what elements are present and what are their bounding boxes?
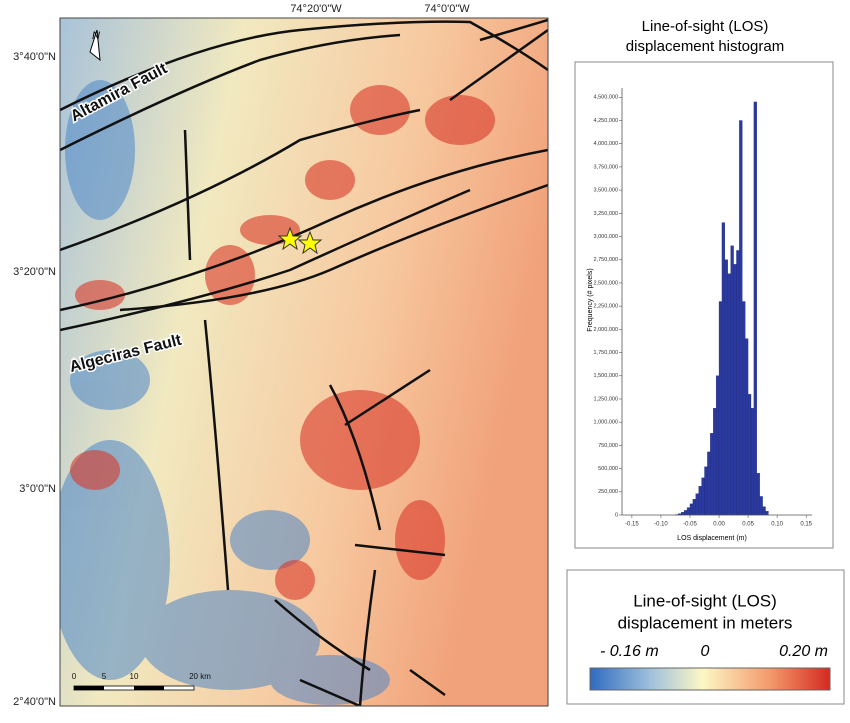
y-axis-label: Frequency (# pixels) bbox=[587, 268, 594, 331]
y-tick-label: 1,000,000 bbox=[594, 420, 618, 426]
y-tick-label: 4,250,000 bbox=[594, 118, 618, 124]
lon-label: 74°0'0"W bbox=[424, 3, 470, 15]
bar bbox=[713, 408, 716, 515]
x-tick-label: -0.10 bbox=[654, 522, 668, 528]
bar bbox=[696, 494, 699, 515]
bar bbox=[754, 102, 757, 515]
bar bbox=[739, 120, 742, 515]
bar bbox=[745, 339, 748, 515]
y-tick-label: 3,500,000 bbox=[594, 188, 618, 194]
legend-max: 0.20 m bbox=[779, 643, 828, 660]
legend-min: - 0.16 m bbox=[600, 643, 659, 660]
north-label: N bbox=[92, 30, 100, 42]
x-tick-label: 0.00 bbox=[713, 522, 725, 528]
bar bbox=[690, 504, 693, 515]
bar bbox=[702, 478, 705, 515]
bar bbox=[731, 246, 734, 515]
lon-label: 74°20'0"W bbox=[290, 3, 342, 15]
histogram-title: Line-of-sight (LOS) bbox=[642, 18, 769, 35]
y-tick-label: 3,750,000 bbox=[594, 164, 618, 170]
scale-label: 5 bbox=[102, 672, 107, 681]
bar bbox=[742, 302, 745, 516]
y-tick-label: 3,000,000 bbox=[594, 234, 618, 240]
scale-label: 20 km bbox=[189, 672, 211, 681]
bar bbox=[716, 376, 719, 515]
x-tick-label: 0.10 bbox=[771, 522, 783, 528]
histogram-title: displacement histogram bbox=[626, 38, 784, 55]
x-tick-label: -0.05 bbox=[683, 522, 697, 528]
bar bbox=[687, 508, 690, 515]
x-tick-label: -0.15 bbox=[625, 522, 639, 528]
lat-label: 3°40'0"N bbox=[13, 51, 56, 63]
bar bbox=[757, 473, 760, 515]
scale-label: 10 bbox=[130, 672, 139, 681]
y-tick-label: 1,750,000 bbox=[594, 350, 618, 356]
x-axis-label: LOS displacement (m) bbox=[677, 535, 747, 542]
bar bbox=[719, 302, 722, 516]
y-tick-label: 2,750,000 bbox=[594, 257, 618, 263]
x-tick-label: 0.05 bbox=[742, 522, 754, 528]
bar bbox=[681, 512, 684, 515]
lat-label: 3°20'0"N bbox=[13, 266, 56, 278]
y-tick-label: 250,000 bbox=[598, 489, 618, 495]
bar bbox=[710, 433, 713, 515]
y-tick-label: 0 bbox=[615, 512, 618, 518]
bar bbox=[728, 274, 731, 515]
y-tick-label: 2,000,000 bbox=[594, 327, 618, 333]
y-tick-label: 750,000 bbox=[598, 443, 618, 449]
bar bbox=[707, 452, 710, 515]
scale-bar bbox=[74, 686, 194, 690]
bar bbox=[684, 510, 687, 515]
lat-label: 2°40'0"N bbox=[13, 696, 56, 708]
bar bbox=[766, 511, 769, 515]
y-tick-label: 3,250,000 bbox=[594, 211, 618, 217]
bar bbox=[748, 394, 751, 515]
y-tick-label: 1,500,000 bbox=[594, 373, 618, 379]
bar bbox=[763, 507, 766, 515]
legend-mid: 0 bbox=[701, 643, 710, 660]
x-tick-label: 0.15 bbox=[800, 522, 812, 528]
bar bbox=[693, 499, 696, 515]
y-tick-label: 2,500,000 bbox=[594, 280, 618, 286]
bar bbox=[705, 467, 708, 515]
legend-title: displacement in meters bbox=[618, 613, 793, 632]
legend-title: Line-of-sight (LOS) bbox=[633, 591, 777, 610]
bar bbox=[760, 496, 763, 515]
bar bbox=[734, 264, 737, 515]
lat-label: 3°0'0"N bbox=[19, 483, 56, 495]
y-tick-label: 4,000,000 bbox=[594, 141, 618, 147]
bar bbox=[751, 408, 754, 515]
scale-label: 0 bbox=[72, 672, 77, 681]
bar bbox=[725, 260, 728, 515]
y-tick-label: 4,500,000 bbox=[594, 95, 618, 101]
bar bbox=[699, 486, 702, 515]
y-tick-label: 500,000 bbox=[598, 466, 618, 472]
bar bbox=[736, 250, 739, 515]
y-tick-label: 1,250,000 bbox=[594, 396, 618, 402]
bar bbox=[722, 223, 725, 515]
legend-color-bar bbox=[590, 668, 830, 690]
y-tick-label: 2,250,000 bbox=[594, 304, 618, 310]
